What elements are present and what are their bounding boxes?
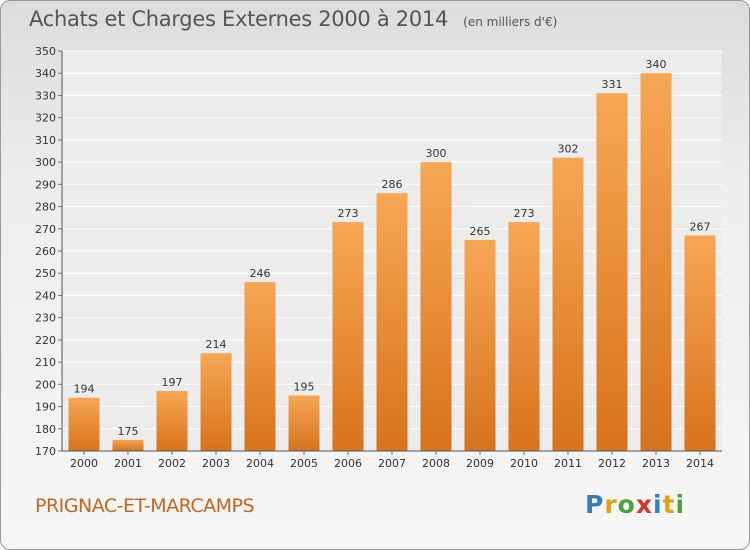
y-tick-label: 240 <box>35 289 56 302</box>
logo-letter: r <box>604 490 618 519</box>
x-tick-label: 2008 <box>422 457 450 470</box>
x-tick-label: 2010 <box>510 457 538 470</box>
y-tick-label: 250 <box>35 267 56 280</box>
data-label: 246 <box>250 267 271 280</box>
x-tick-label: 2005 <box>290 457 318 470</box>
x-tick-label: 2000 <box>70 457 98 470</box>
data-label: 300 <box>426 147 447 160</box>
y-tick-label: 230 <box>35 312 56 325</box>
logo-letter: i <box>653 490 663 519</box>
y-tick-label: 180 <box>35 423 56 436</box>
commune-name: PRIGNAC-ET-MARCAMPS <box>35 495 255 517</box>
bar <box>508 222 540 451</box>
y-tick-label: 300 <box>35 156 56 169</box>
data-label: 286 <box>382 178 403 191</box>
data-label: 273 <box>338 207 359 220</box>
data-label: 302 <box>558 143 579 156</box>
logo-letter: P <box>585 490 605 519</box>
bar <box>552 157 584 451</box>
x-tick-label: 2009 <box>466 457 494 470</box>
y-tick-label: 190 <box>35 401 56 414</box>
y-tick-label: 210 <box>35 356 56 369</box>
x-tick-label: 2012 <box>598 457 626 470</box>
y-tick-label: 350 <box>35 45 56 58</box>
y-tick-label: 220 <box>35 334 56 347</box>
y-tick-label: 170 <box>35 445 56 458</box>
x-tick-label: 2011 <box>554 457 582 470</box>
data-label: 197 <box>162 376 183 389</box>
data-label: 331 <box>602 78 623 91</box>
x-tick-label: 2007 <box>378 457 406 470</box>
data-label: 175 <box>118 425 139 438</box>
bar <box>420 162 452 451</box>
y-tick-label: 320 <box>35 112 56 125</box>
data-label: 267 <box>690 220 711 233</box>
x-tick-label: 2006 <box>334 457 362 470</box>
y-tick-label: 260 <box>35 245 56 258</box>
x-tick-label: 2002 <box>158 457 186 470</box>
y-tick-label: 290 <box>35 178 56 191</box>
x-tick-label: 2004 <box>246 457 274 470</box>
chart-subtitle: (en milliers d'€) <box>463 15 558 29</box>
x-tick-label: 2003 <box>202 457 230 470</box>
x-tick-label: 2001 <box>114 457 142 470</box>
data-label: 340 <box>646 58 667 71</box>
bar <box>464 239 496 451</box>
bar <box>200 353 232 451</box>
chart-title: Achats et Charges Externes 2000 à 2014 <box>29 7 449 31</box>
y-tick-label: 270 <box>35 223 56 236</box>
bar <box>596 93 628 451</box>
bar <box>684 235 716 451</box>
bar <box>332 222 364 451</box>
y-tick-label: 280 <box>35 201 56 214</box>
bar <box>244 282 276 451</box>
logo-letter: i <box>675 490 686 519</box>
y-tick-label: 200 <box>35 378 56 391</box>
x-tick-label: 2013 <box>642 457 670 470</box>
logo-letter: o <box>617 490 636 519</box>
y-tick-label: 340 <box>35 67 56 80</box>
bar <box>640 73 672 451</box>
bar <box>288 395 320 451</box>
data-label: 214 <box>206 338 227 351</box>
data-label: 273 <box>514 207 535 220</box>
bar <box>112 439 144 451</box>
proxiti-logo[interactable]: Proxiti <box>585 490 685 519</box>
y-tick-label: 330 <box>35 89 56 102</box>
bar <box>156 391 188 451</box>
logo-letter: t <box>662 490 676 519</box>
chart-title-block: Achats et Charges Externes 2000 à 2014 (… <box>29 7 557 31</box>
y-tick-label: 310 <box>35 134 56 147</box>
data-label: 194 <box>74 383 95 396</box>
logo-letter: x <box>635 490 653 519</box>
data-label: 195 <box>294 380 315 393</box>
bar <box>68 397 100 451</box>
bar <box>376 193 408 451</box>
data-label: 265 <box>470 225 491 238</box>
x-tick-label: 2014 <box>686 457 714 470</box>
